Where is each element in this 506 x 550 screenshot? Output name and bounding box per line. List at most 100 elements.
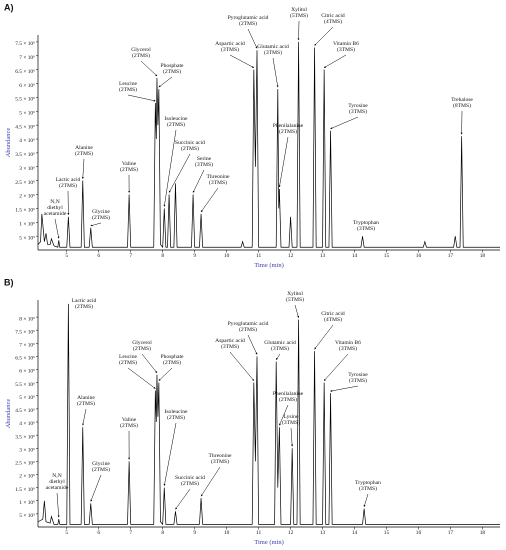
peak-label: Pyroglutamic acid <box>228 321 269 327</box>
y-tick-label: 7 × 10⁶ <box>19 55 35 61</box>
x-tick-label: 14 <box>352 253 358 259</box>
y-tick-label: 6.5 × 10⁶ <box>15 69 35 75</box>
peak-label: (2TMS) <box>59 182 77 189</box>
peak-arrow <box>275 353 281 360</box>
y-tick-label: 7 × 10⁶ <box>19 343 35 349</box>
peak-arrow <box>54 218 60 239</box>
panel: A) 5 × 10⁵ 1 × 10⁶ 1.5 × 10⁶ 2 × 10⁶ 2.5 × 10… <box>4 2 500 269</box>
x-tick-label: 8 <box>161 253 164 259</box>
peak-arrow <box>330 385 359 392</box>
peak-label: Glutamic acid <box>264 340 296 346</box>
peak-label: diethyl <box>47 205 63 211</box>
y-tick-label: 5 × 10⁵ <box>19 235 35 241</box>
peak-label: Phosphate <box>161 63 185 69</box>
x-tick-label: 13 <box>320 530 326 536</box>
peak-label: (2TMS) <box>133 345 151 352</box>
peak-arrow <box>330 116 359 129</box>
x-tick-label: 9 <box>193 253 196 259</box>
peak-label: Isoleucine <box>165 409 189 415</box>
peak-label: (2TMS) <box>163 359 181 366</box>
y-tick-label: 6 × 10⁶ <box>19 369 35 375</box>
y-axis-title: Abundance <box>5 399 12 429</box>
peak-label: diethyl <box>49 479 65 485</box>
peak-label: Trehalose <box>451 97 473 103</box>
y-tick-label: 7.5 × 10⁶ <box>15 41 35 47</box>
y-tick-label: 7.5 × 10⁶ <box>15 329 35 335</box>
peak-label: (3TMS) <box>359 485 377 492</box>
peak-label: (3TMS) <box>211 458 229 465</box>
peak-arrow <box>247 28 258 49</box>
peak-label: Tyrosine <box>348 103 368 109</box>
peak-label: N,N <box>52 473 61 479</box>
peak-label: Leucine <box>119 354 138 360</box>
peak-label: (2TMS) <box>163 68 181 75</box>
peak-label: (2TMS) <box>132 52 150 59</box>
peak-label: Phenilalanine <box>273 123 304 129</box>
peak-arrow <box>323 353 349 381</box>
x-tick-label: 6 <box>97 253 100 259</box>
peak-label: Glycine <box>92 209 110 215</box>
x-tick-label: 17 <box>448 253 454 259</box>
y-tick-label: 2.5 × 10⁶ <box>15 180 35 186</box>
y-tick-label: 3.5 × 10⁶ <box>15 152 35 158</box>
peak-arrow <box>314 26 334 46</box>
peak-label: Lysine <box>284 414 299 420</box>
x-tick-label: 18 <box>480 530 486 536</box>
peak-label: (3TMS) <box>209 179 227 186</box>
x-tick-label: 11 <box>256 253 261 259</box>
peak-arrow <box>127 94 156 102</box>
peak-arrow <box>229 54 255 68</box>
peak-arrow <box>279 404 289 426</box>
x-tick-label: 7 <box>129 253 132 259</box>
peak-label: (3TMS) <box>349 108 367 115</box>
peak-label: (3TMS) <box>264 49 282 56</box>
panel-label: A) <box>4 2 14 12</box>
peak-label: Alanine <box>77 395 95 401</box>
panel: B) 5 × 10⁵ 1 × 10⁶ 1.5 × 10⁶ 2 × 10⁶ 2.5 × 10… <box>4 277 500 546</box>
peak-label: Phosphate <box>161 354 185 360</box>
peak-label: (3TMS) <box>195 161 213 168</box>
x-tick-label: 10 <box>224 530 230 536</box>
peak-label: (2TMS) <box>119 86 137 93</box>
y-tick-label: 4.5 × 10⁶ <box>15 124 35 130</box>
y-tick-label: 2.5 × 10⁶ <box>15 461 35 467</box>
peak-arrow <box>90 474 102 502</box>
peak-label: Vitamin B6 <box>333 41 359 47</box>
peak-label: (4TMS) <box>324 18 342 25</box>
chromatogram-trace <box>37 303 500 526</box>
x-tick-label: 7 <box>129 530 132 536</box>
peak-arrow <box>363 493 369 507</box>
peak-arrow <box>168 153 191 193</box>
peak-label: (2TMS) <box>279 396 297 403</box>
peak-label: Phenilalanine <box>273 391 304 397</box>
peak-arrow <box>278 136 289 188</box>
peak-label: (2TMS) <box>181 145 199 152</box>
x-axis-title: Time (min) <box>254 539 284 546</box>
peak-label: (5TMS) <box>290 12 308 19</box>
peak-label: (3TMS) <box>221 46 239 53</box>
peak-label: (2TMS) <box>119 359 137 366</box>
y-tick-label: 5.5 × 10⁶ <box>15 382 35 388</box>
peak-label: Pyroglutamic acid <box>228 15 269 21</box>
peak-label: (3TMS) <box>357 225 375 232</box>
peak-label: Glycerol <box>132 340 152 346</box>
y-tick-label: 1 × 10⁶ <box>19 500 35 506</box>
peak-label: Valine <box>122 417 137 423</box>
peak-label: (2TMS) <box>279 128 297 135</box>
peak-label: (2TMS) <box>167 121 185 128</box>
peak-label: Succinic acid <box>175 140 205 146</box>
peak-label: Isoleucine <box>165 116 189 122</box>
x-tick-label: 9 <box>193 530 196 536</box>
y-tick-label: 5 × 10⁶ <box>19 395 35 401</box>
y-tick-label: 2 × 10⁶ <box>19 194 35 200</box>
peak-label: Xylitol <box>291 7 307 13</box>
peak-label: acetamide <box>44 211 67 217</box>
y-tick-label: 3.5 × 10⁶ <box>15 434 35 440</box>
peak-label: Serine <box>197 156 212 162</box>
y-tick-label: 3 × 10⁶ <box>19 447 35 453</box>
peak-label: Alanine <box>75 145 93 151</box>
x-tick-label: 15 <box>384 253 390 259</box>
peak-label: (3TMS) <box>282 419 300 426</box>
peak-arrow <box>229 351 255 381</box>
